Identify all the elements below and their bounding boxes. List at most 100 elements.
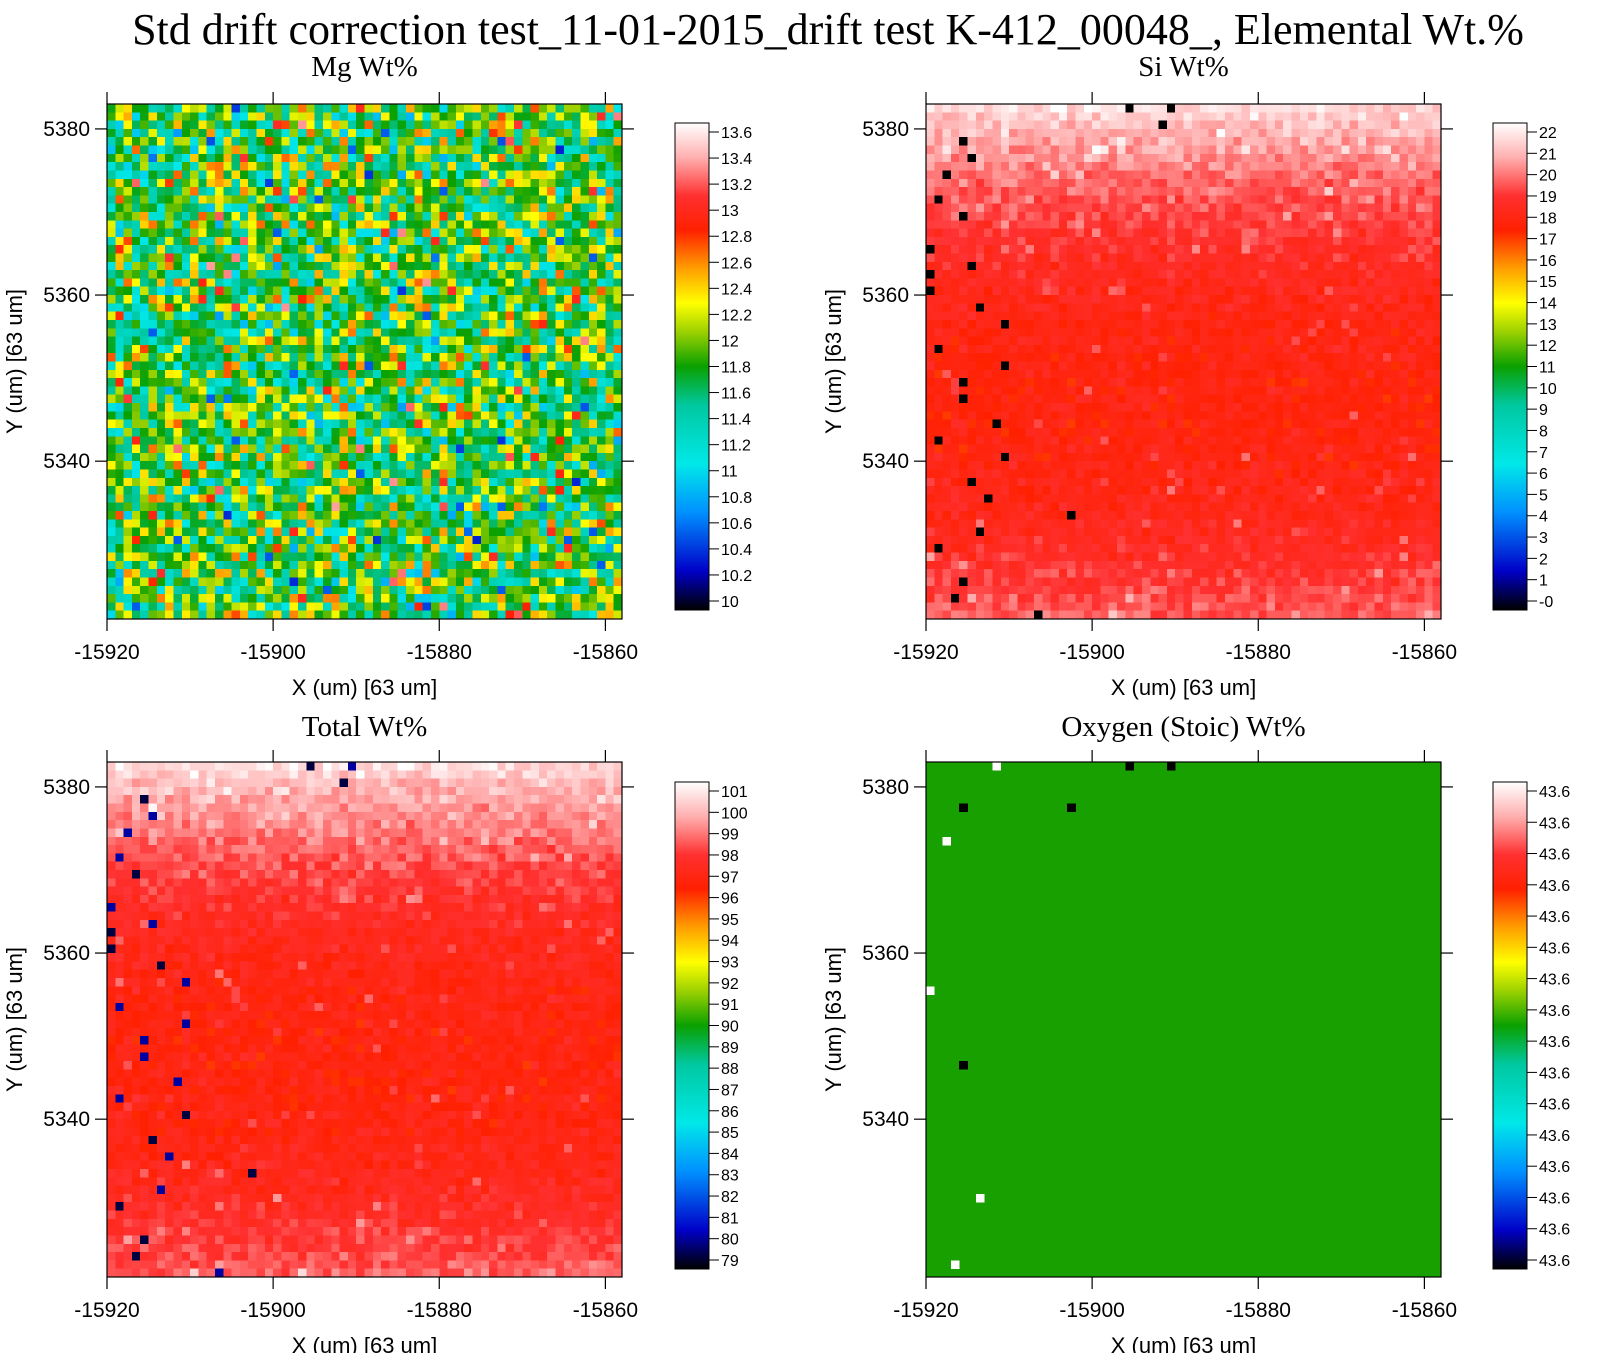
heatmap-cell bbox=[281, 128, 291, 138]
heatmap-cell bbox=[1291, 145, 1301, 155]
heatmap-cell bbox=[281, 328, 291, 337]
heatmap-cell bbox=[430, 236, 440, 246]
heatmap-cell bbox=[306, 253, 315, 263]
heatmap-cell bbox=[181, 170, 191, 180]
heatmap-cell bbox=[464, 344, 473, 354]
heatmap-cell bbox=[1200, 153, 1209, 163]
heatmap-cell bbox=[1391, 145, 1400, 155]
heatmap-cell bbox=[464, 245, 473, 254]
heatmap-cell bbox=[239, 278, 249, 288]
heatmap-cell bbox=[298, 187, 307, 196]
heatmap-cell bbox=[505, 120, 515, 130]
heatmap-cell bbox=[397, 162, 407, 171]
heatmap-cell bbox=[597, 303, 606, 312]
heatmap-cell bbox=[472, 436, 482, 445]
heatmap-cell bbox=[489, 228, 498, 238]
heatmap-cell bbox=[298, 295, 307, 304]
heatmap-cell bbox=[1424, 128, 1433, 138]
heatmap-cell bbox=[298, 585, 307, 595]
heatmap-cell bbox=[1316, 170, 1326, 180]
heatmap-cell bbox=[206, 511, 216, 520]
heatmap-cell bbox=[256, 477, 266, 487]
heatmap-cell bbox=[322, 319, 332, 329]
heatmap-cell bbox=[256, 602, 266, 611]
heatmap-cell bbox=[389, 211, 399, 221]
heatmap-cell bbox=[538, 552, 548, 562]
heatmap-cell bbox=[1117, 137, 1126, 146]
heatmap-cell bbox=[131, 577, 141, 587]
heatmap-cell bbox=[298, 162, 307, 171]
heatmap-cell bbox=[289, 303, 299, 312]
heatmap-cell bbox=[605, 552, 614, 562]
heatmap-cell bbox=[1349, 211, 1359, 221]
heatmap-cell bbox=[115, 444, 124, 454]
heatmap-cell bbox=[148, 602, 158, 611]
heatmap-cell bbox=[239, 502, 249, 512]
heatmap-cell bbox=[156, 328, 166, 337]
heatmap-cell bbox=[190, 544, 199, 553]
heatmap-cell bbox=[464, 104, 473, 113]
heatmap-cell bbox=[289, 187, 299, 196]
heatmap-cell bbox=[231, 486, 241, 495]
heatmap-cell bbox=[538, 328, 548, 337]
heatmap-cell bbox=[597, 211, 606, 221]
heatmap-cell bbox=[214, 187, 224, 196]
heatmap-cell bbox=[1067, 162, 1076, 171]
heatmap-cell bbox=[223, 461, 232, 470]
heatmap-cell bbox=[1083, 137, 1093, 146]
heatmap-cell bbox=[289, 502, 299, 512]
heatmap-cell bbox=[298, 378, 307, 387]
heatmap-cell bbox=[439, 419, 448, 429]
heatmap-cell bbox=[314, 403, 324, 412]
heatmap-cell bbox=[538, 270, 548, 279]
heatmap-cell bbox=[1083, 195, 1093, 204]
heatmap-cell bbox=[1241, 236, 1251, 246]
heatmap-cell bbox=[464, 527, 473, 537]
heatmap-cell bbox=[605, 361, 614, 371]
heatmap-cell bbox=[1333, 120, 1342, 130]
colorbar-tick-label: 11.4 bbox=[721, 412, 751, 429]
heatmap-cell bbox=[115, 270, 124, 279]
heatmap-cell bbox=[298, 195, 307, 204]
heatmap-cell bbox=[397, 519, 407, 528]
heatmap-cell bbox=[239, 469, 249, 479]
heatmap-cell bbox=[497, 369, 507, 379]
heatmap-cell bbox=[214, 469, 224, 479]
heatmap-cell bbox=[1374, 170, 1384, 180]
heatmap-cell bbox=[572, 112, 581, 121]
heatmap-cell bbox=[406, 336, 415, 346]
heatmap-cell bbox=[248, 552, 257, 562]
heatmap-cell bbox=[959, 137, 968, 146]
heatmap-cell bbox=[514, 178, 523, 188]
heatmap-cell bbox=[588, 270, 598, 279]
heatmap-cell bbox=[214, 411, 224, 420]
heatmap-cell bbox=[959, 162, 968, 171]
heatmap-cell bbox=[588, 328, 598, 337]
heatmap-cell bbox=[597, 195, 606, 204]
heatmap-cell bbox=[1258, 170, 1267, 180]
heatmap-cell bbox=[1025, 170, 1035, 180]
heatmap-cell bbox=[406, 253, 415, 263]
heatmap-cell bbox=[214, 336, 224, 346]
heatmap-cell bbox=[538, 112, 548, 121]
heatmap-cell bbox=[347, 394, 357, 404]
heatmap-cell bbox=[206, 278, 216, 288]
heatmap-cell bbox=[107, 278, 116, 288]
heatmap-cell bbox=[1183, 162, 1193, 171]
heatmap-cell bbox=[464, 162, 473, 171]
heatmap-cell bbox=[381, 328, 390, 337]
heatmap-cell bbox=[1042, 203, 1051, 213]
heatmap-cell bbox=[480, 211, 490, 221]
heatmap-cell bbox=[1042, 137, 1051, 146]
heatmap-cell bbox=[156, 585, 166, 595]
heatmap-cell bbox=[281, 477, 291, 487]
heatmap-cell bbox=[248, 236, 257, 246]
heatmap-cell bbox=[148, 187, 158, 196]
heatmap-cell bbox=[497, 178, 507, 188]
heatmap-cell bbox=[1117, 145, 1126, 155]
heatmap-cell bbox=[597, 469, 606, 479]
heatmap-cell bbox=[140, 153, 149, 163]
heatmap-cell bbox=[422, 594, 432, 603]
heatmap-cell bbox=[181, 527, 191, 537]
heatmap-cell bbox=[181, 145, 191, 155]
